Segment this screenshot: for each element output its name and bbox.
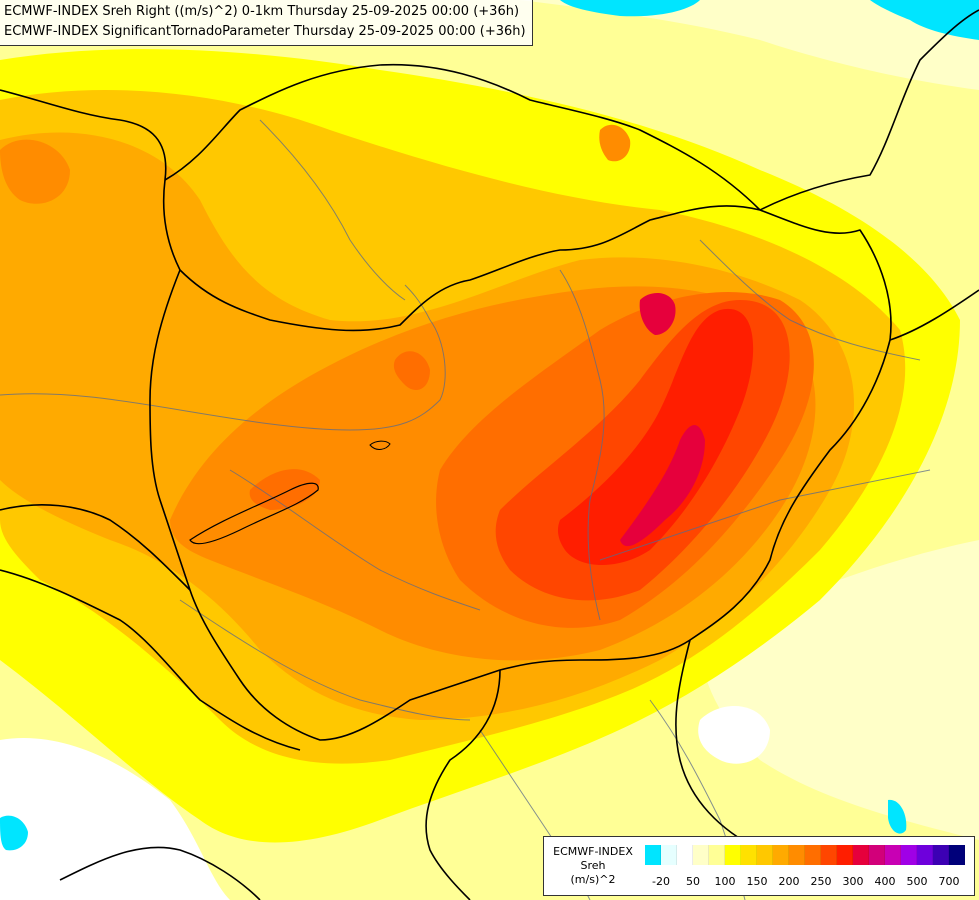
legend-subtitle: Sreh bbox=[580, 859, 606, 872]
legend-tick-label: -20 bbox=[652, 875, 670, 888]
border-romania bbox=[889, 289, 979, 341]
river-east bbox=[699, 239, 921, 361]
field-pale-sw bbox=[0, 738, 230, 900]
borders bbox=[0, 9, 979, 900]
legend-tick-label: 500 bbox=[906, 875, 928, 888]
field-crimson bbox=[557, 308, 754, 565]
legend-swatch bbox=[837, 845, 853, 865]
legend-swatch bbox=[709, 845, 725, 865]
river-danube bbox=[0, 284, 446, 431]
water-left bbox=[0, 815, 28, 851]
river-mures bbox=[599, 469, 931, 561]
legend-swatch bbox=[805, 845, 821, 865]
legend-swatch bbox=[869, 845, 885, 865]
legend-swatch bbox=[821, 845, 837, 865]
river-tisza bbox=[559, 269, 605, 621]
legend-swatch bbox=[917, 845, 933, 865]
legend-swatch bbox=[789, 845, 805, 865]
river-drava bbox=[229, 469, 481, 611]
river-north bbox=[259, 119, 406, 301]
field-patch-3 bbox=[393, 351, 430, 390]
legend-tick-label: 700 bbox=[938, 875, 960, 888]
border-bosnia bbox=[0, 569, 301, 751]
field-magenta-1 bbox=[620, 425, 705, 547]
field-pale-patch bbox=[698, 706, 770, 764]
legend-swatch bbox=[677, 845, 693, 865]
legend-swatch bbox=[901, 845, 917, 865]
border-serbia bbox=[425, 669, 501, 900]
header-line-1: ECMWF-INDEX Sreh Right ((m/s)^2) 0-1km T… bbox=[4, 4, 520, 19]
legend-swatch bbox=[933, 845, 949, 865]
border-montenegro bbox=[59, 846, 261, 900]
field-patch-2 bbox=[599, 124, 631, 162]
legend-swatch bbox=[693, 845, 709, 865]
lake-small bbox=[369, 440, 391, 450]
border-serbia-east bbox=[675, 639, 761, 851]
legend-swatch bbox=[741, 845, 757, 865]
legend-swatch bbox=[725, 845, 741, 865]
legend-tick-label: 250 bbox=[810, 875, 832, 888]
legend-swatch bbox=[773, 845, 789, 865]
field-patch-1 bbox=[249, 469, 320, 510]
border-slovakia bbox=[164, 63, 761, 211]
legend-tick-label: 150 bbox=[746, 875, 768, 888]
border-ukraine bbox=[759, 9, 979, 211]
river-sava bbox=[179, 599, 471, 721]
legend-swatch bbox=[645, 845, 661, 865]
legend-tick-label: 200 bbox=[778, 875, 800, 888]
field-magenta-2 bbox=[639, 293, 676, 335]
header-line-2: ECMWF-INDEX SignificantTornadoParameter … bbox=[4, 24, 526, 39]
border-austria bbox=[0, 89, 181, 271]
legend-title: ECMWF-INDEX bbox=[553, 845, 633, 858]
legend-swatch bbox=[885, 845, 901, 865]
legend-units: (m/s)^2 bbox=[570, 873, 616, 886]
field-pale-ne bbox=[520, 0, 979, 90]
water-right bbox=[888, 799, 907, 834]
legend-swatch bbox=[949, 845, 965, 865]
legend-swatch bbox=[853, 845, 869, 865]
legend-tick-label: 400 bbox=[874, 875, 896, 888]
border-croatia bbox=[0, 504, 191, 591]
lake-balaton bbox=[189, 482, 319, 545]
legend-tick-label: 50 bbox=[686, 875, 700, 888]
border-hungary bbox=[149, 205, 892, 741]
field-patch-4 bbox=[0, 139, 70, 204]
water-top bbox=[560, 0, 700, 17]
legend-swatch bbox=[661, 845, 677, 865]
legend-tick-label: 100 bbox=[714, 875, 736, 888]
legend-title-block: ECMWF-INDEX Sreh (m/s)^2 bbox=[548, 845, 638, 887]
legend-swatch bbox=[757, 845, 773, 865]
map-header: ECMWF-INDEX Sreh Right ((m/s)^2) 0-1km T… bbox=[0, 0, 533, 46]
color-legend: ECMWF-INDEX Sreh (m/s)^2 -20 50 100 150 200 2… bbox=[543, 836, 975, 896]
legend-tick-label: 300 bbox=[842, 875, 864, 888]
